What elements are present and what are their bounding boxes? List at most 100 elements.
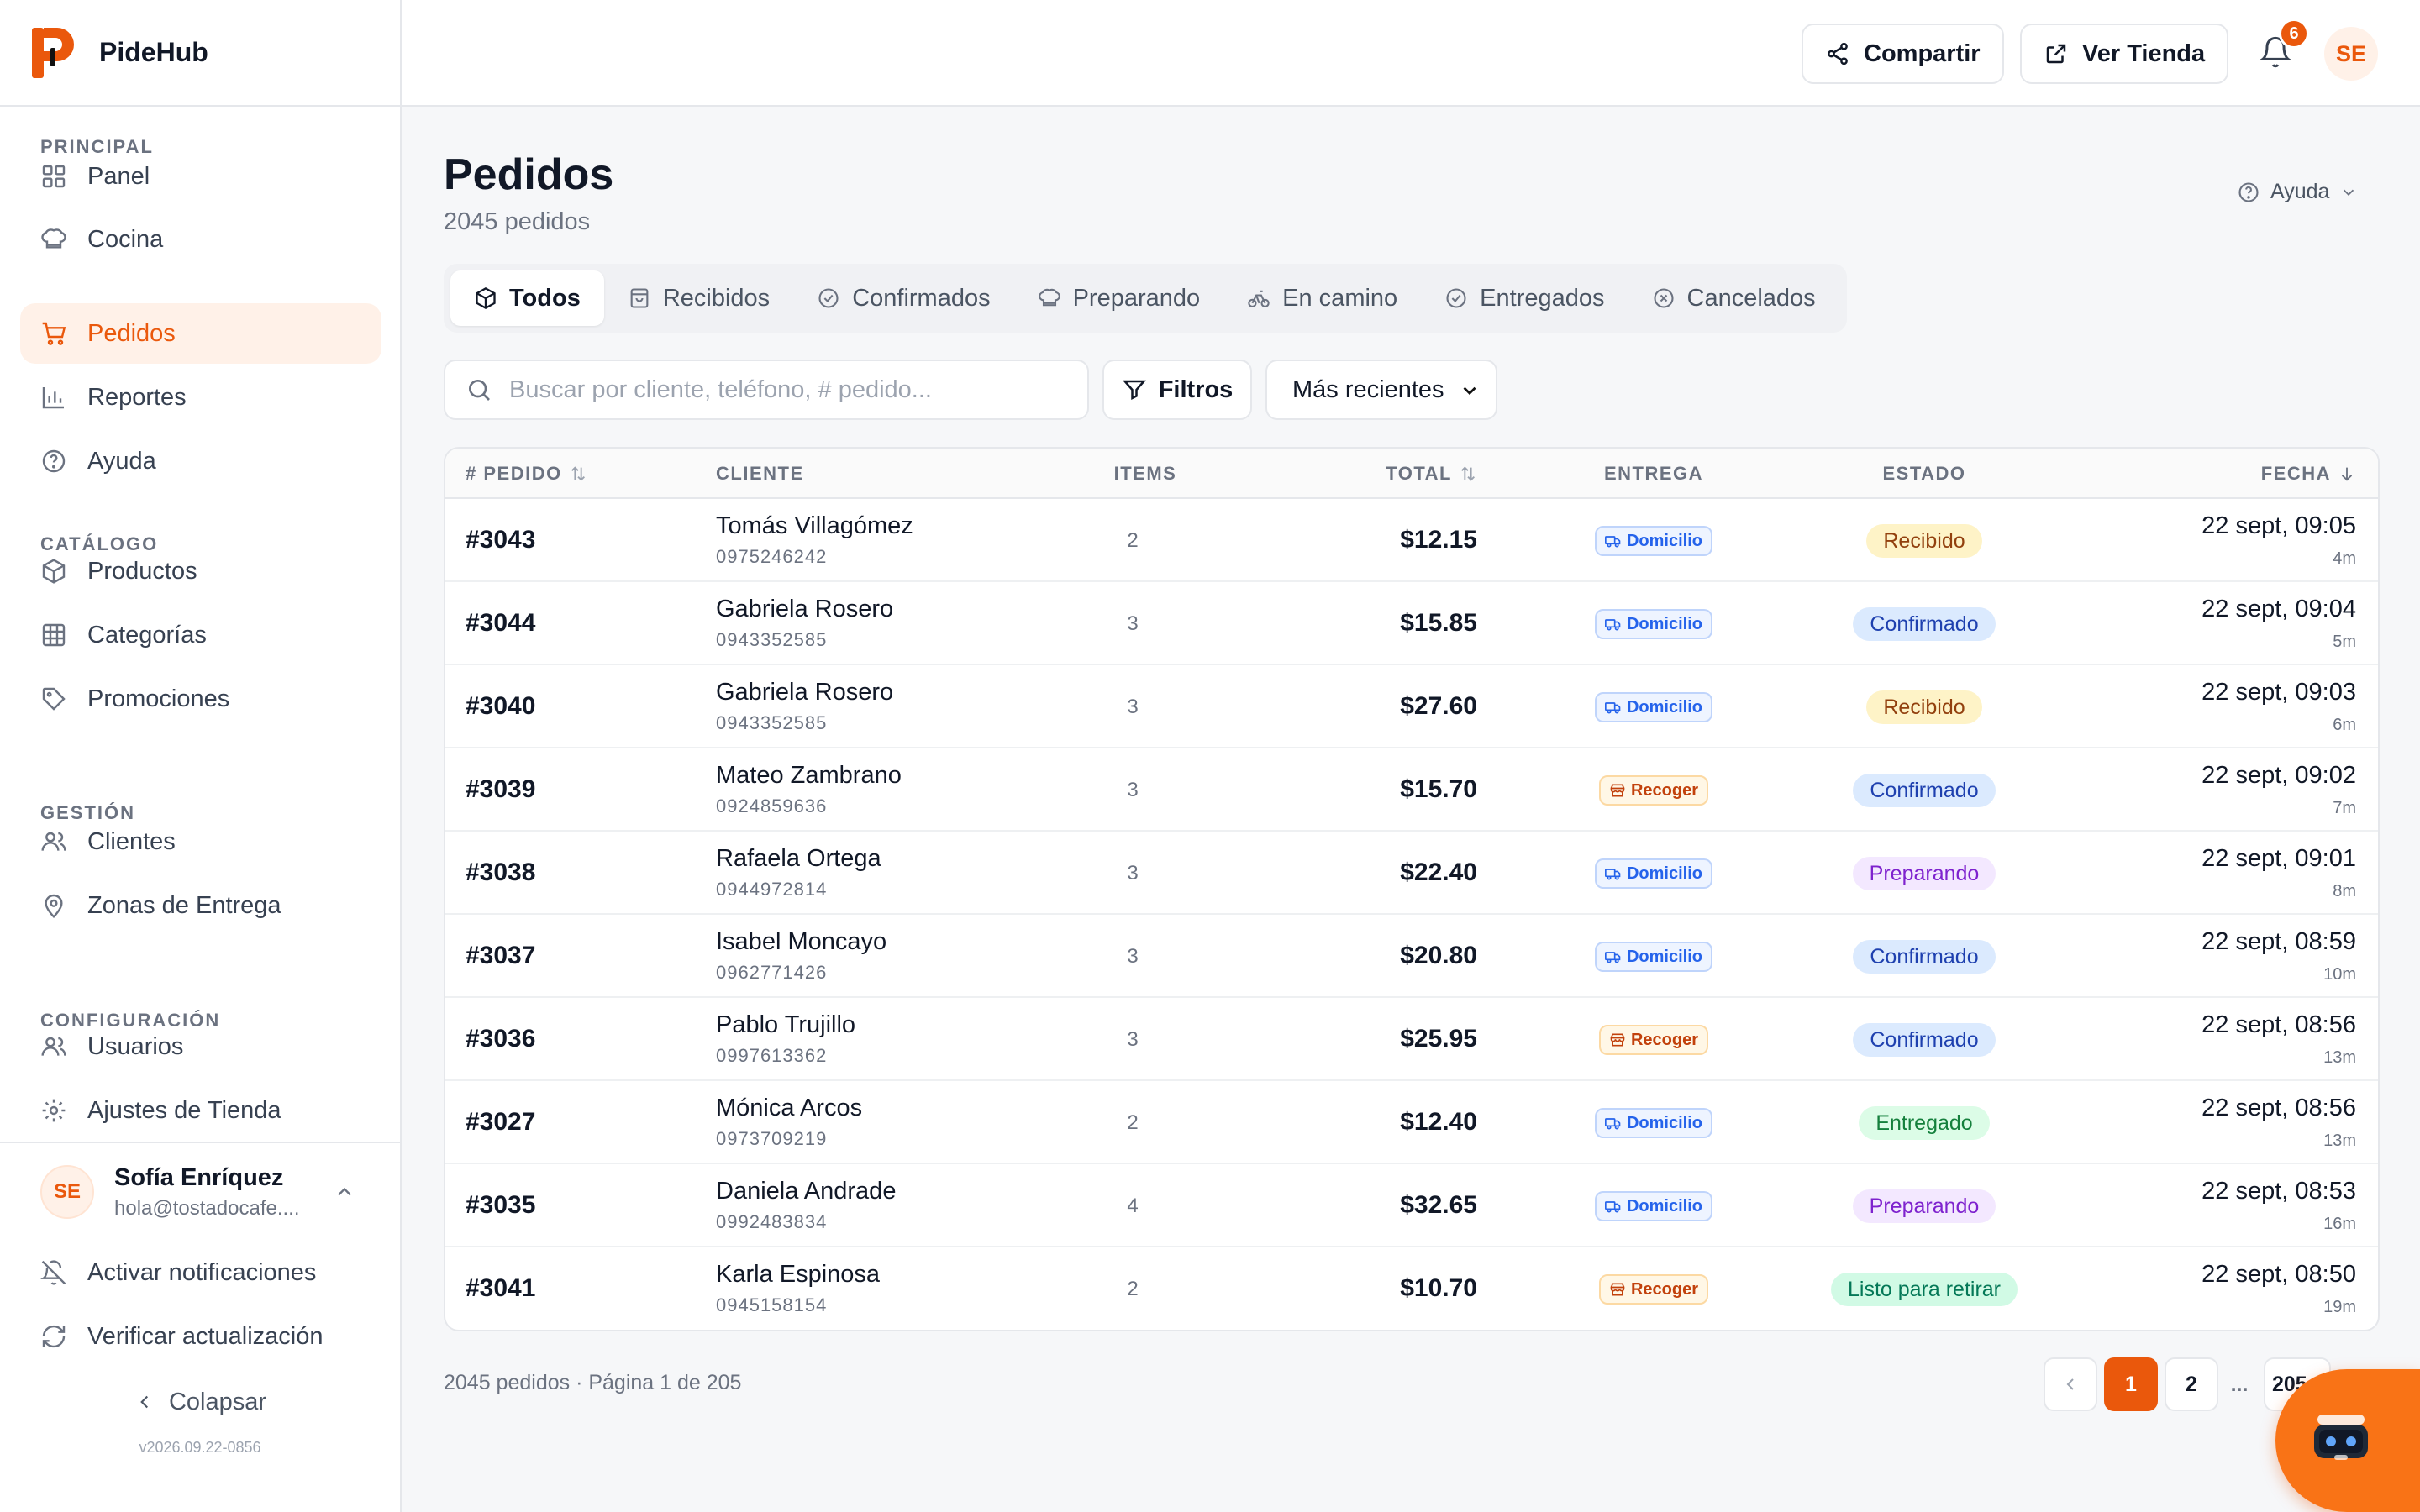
col-header-label: CLIENTE — [716, 463, 804, 484]
col-header-status: ESTADO — [1798, 449, 2050, 499]
table-body: #3043 Tomás Villagómez 0975246242 2 $12.15 Do… — [445, 499, 2378, 1330]
table-header: # PEDIDO CLIENTE ITEMS TOTAL ENTREGA EST… — [445, 449, 2378, 499]
delivery-badge: Domicilio — [1594, 692, 1712, 722]
table-row[interactable]: #3043 Tomás Villagómez 0975246242 2 $12.15 Do… — [445, 499, 2378, 582]
avatar[interactable]: SE — [2324, 27, 2378, 81]
pagination-ellipsis: ... — [2230, 1372, 2249, 1396]
table-row[interactable]: #3038 Rafaela Ortega 0944972814 3 $22.40 Domi… — [445, 832, 2378, 915]
col-header-label: ESTADO — [1882, 463, 1966, 484]
tab-cancelados[interactable]: Cancelados — [1628, 270, 1839, 326]
filters-button[interactable]: Filtros — [1102, 360, 1252, 420]
truck-icon — [1604, 536, 1621, 548]
bell-icon[interactable] — [2259, 35, 2292, 69]
inbox-icon — [630, 288, 649, 308]
tab-todos[interactable]: Todos — [450, 270, 604, 326]
collapse-button[interactable]: Colapsar — [0, 1368, 400, 1436]
sidebar-item-ayuda[interactable]: Ayuda — [20, 431, 381, 491]
sort-value: Más recientes — [1292, 375, 1444, 403]
tab-entregados[interactable]: Entregados — [1421, 270, 1628, 326]
order-items: 2 — [1127, 1111, 1139, 1134]
sidebar-item-categorias[interactable]: Categorías — [20, 605, 381, 665]
order-id: #3037 — [466, 942, 536, 969]
table-row[interactable]: #3039 Mateo Zambrano 0924859636 3 $15.70 Reco… — [445, 748, 2378, 832]
pagination-page-2[interactable]: 2 — [2165, 1357, 2218, 1411]
sidebar-item-promociones[interactable]: Promociones — [20, 669, 381, 729]
table-row[interactable]: #3036 Pablo Trujillo 0997613362 3 $25.95 Reco… — [445, 998, 2378, 1081]
store-icon — [1610, 1033, 1625, 1047]
sort-select[interactable]: Más recientes — [1265, 360, 1497, 420]
brand[interactable]: PideHub — [0, 0, 400, 107]
table-grid-icon — [42, 623, 66, 647]
table-row[interactable]: #3044 Gabriela Rosero 0943352585 3 $15.85 Dom… — [445, 582, 2378, 665]
table-row[interactable]: #3027 Mónica Arcos 0973709219 2 $12.40 Domici… — [445, 1081, 2378, 1164]
table-row[interactable]: #3037 Isabel Moncayo 0962771426 3 $20.80 Domi… — [445, 915, 2378, 998]
order-date: 22 sept, 08:56 — [2202, 1011, 2356, 1038]
section-title-configuracion: CONFIGURACIÓN — [40, 1010, 221, 1031]
table-row[interactable]: #3041 Karla Espinosa 0945158154 2 $10.70 Reco… — [445, 1247, 2378, 1330]
sidebar-item-ajustes[interactable]: Ajustes de Tienda — [20, 1080, 381, 1141]
pagination-prev-button[interactable] — [2044, 1357, 2097, 1411]
delivery-cell: Domicilio — [1570, 609, 1738, 639]
sidebar-item-pedidos[interactable]: Pedidos — [20, 303, 381, 364]
status-badge: Preparando — [1852, 1189, 1996, 1223]
sidebar-item-reportes[interactable]: Reportes — [20, 367, 381, 428]
delivery-cell: Recoger — [1570, 1025, 1738, 1055]
user-email: hola@tostadocafe.... — [114, 1196, 300, 1220]
user-name: Sofía Enríquez — [114, 1163, 284, 1191]
tab-recibidos[interactable]: Recibidos — [604, 270, 793, 326]
sidebar-item-clientes[interactable]: Clientes — [20, 811, 381, 872]
order-id: #3039 — [466, 775, 536, 803]
sidebar-item-panel[interactable]: Panel — [20, 146, 381, 207]
delivery-label: Domicilio — [1626, 531, 1702, 550]
delivery-badge: Domicilio — [1594, 526, 1712, 556]
delivery-badge: Domicilio — [1594, 942, 1712, 972]
client-phone: 0943352585 — [716, 629, 828, 650]
user-menu[interactable]: SE Sofía Enríquez hola@tostadocafe.... — [0, 1143, 400, 1241]
tab-confirmados[interactable]: Confirmados — [793, 270, 1013, 326]
sidebar-item-usuarios[interactable]: Usuarios — [20, 1016, 381, 1077]
sidebar-item-zonas[interactable]: Zonas de Entrega — [20, 875, 381, 936]
status-tabs: Todos Recibidos Confirmados Preparando E… — [444, 264, 1847, 333]
sidebar-nav: PRINCIPAL Panel Cocina Pedidos Reportes … — [0, 107, 400, 1142]
delivery-label: Domicilio — [1626, 864, 1702, 883]
view-store-button[interactable]: Ver Tienda — [2020, 24, 2229, 84]
help-dropdown[interactable]: Ayuda — [2237, 180, 2358, 204]
order-total: $20.80 — [1400, 942, 1477, 969]
section-title-principal: PRINCIPAL — [40, 136, 154, 157]
status-badge: Confirmado — [1853, 607, 1996, 641]
status-cell: Recibido — [1731, 524, 2118, 558]
order-total: $15.70 — [1400, 775, 1477, 803]
arrow-down-icon — [2341, 467, 2353, 481]
assistant-bot-button[interactable] — [2275, 1369, 2420, 1512]
col-header-date[interactable]: FECHA — [2261, 449, 2356, 499]
sidebar-item-productos[interactable]: Productos — [20, 541, 381, 601]
truck-icon — [1604, 702, 1621, 714]
truck-icon — [1604, 1118, 1621, 1130]
table-row[interactable]: #3035 Daniela Andrade 0992483834 4 $32.65 Dom… — [445, 1164, 2378, 1247]
delivery-cell: Recoger — [1570, 1274, 1738, 1305]
delivery-cell: Recoger — [1570, 775, 1738, 806]
client-phone: 0945158154 — [716, 1294, 828, 1315]
enable-notifications-button[interactable]: Activar notificaciones — [0, 1241, 400, 1305]
check-update-button[interactable]: Verificar actualización — [0, 1305, 400, 1368]
share-button[interactable]: Compartir — [1802, 24, 2004, 84]
truck-icon — [1604, 619, 1621, 631]
table-row[interactable]: #3040 Gabriela Rosero 0943352585 3 $27.60 Dom… — [445, 665, 2378, 748]
tab-preparando[interactable]: Preparando — [1014, 270, 1224, 326]
client-name: Gabriela Rosero — [716, 679, 894, 706]
col-header-total[interactable]: TOTAL — [1333, 449, 1477, 499]
chevron-left-icon — [2066, 1378, 2074, 1390]
col-header-delivery: ENTREGA — [1570, 449, 1738, 499]
pagination-page-1[interactable]: 1 — [2104, 1357, 2158, 1411]
sidebar-item-cocina[interactable]: Cocina — [20, 209, 381, 270]
sort-icon — [571, 466, 585, 481]
col-header-label: TOTAL — [1386, 463, 1452, 484]
robot-icon — [2314, 1415, 2368, 1460]
delivery-cell: Domicilio — [1570, 526, 1738, 556]
check-update-label: Verificar actualización — [87, 1322, 324, 1350]
search-input[interactable] — [509, 375, 1064, 404]
sidebar: PideHub PRINCIPAL Panel Cocina Pedidos R… — [0, 0, 402, 1512]
order-age: 19m — [2323, 1298, 2356, 1316]
tab-en-camino[interactable]: En camino — [1223, 270, 1421, 326]
col-header-id[interactable]: # PEDIDO — [466, 449, 587, 499]
